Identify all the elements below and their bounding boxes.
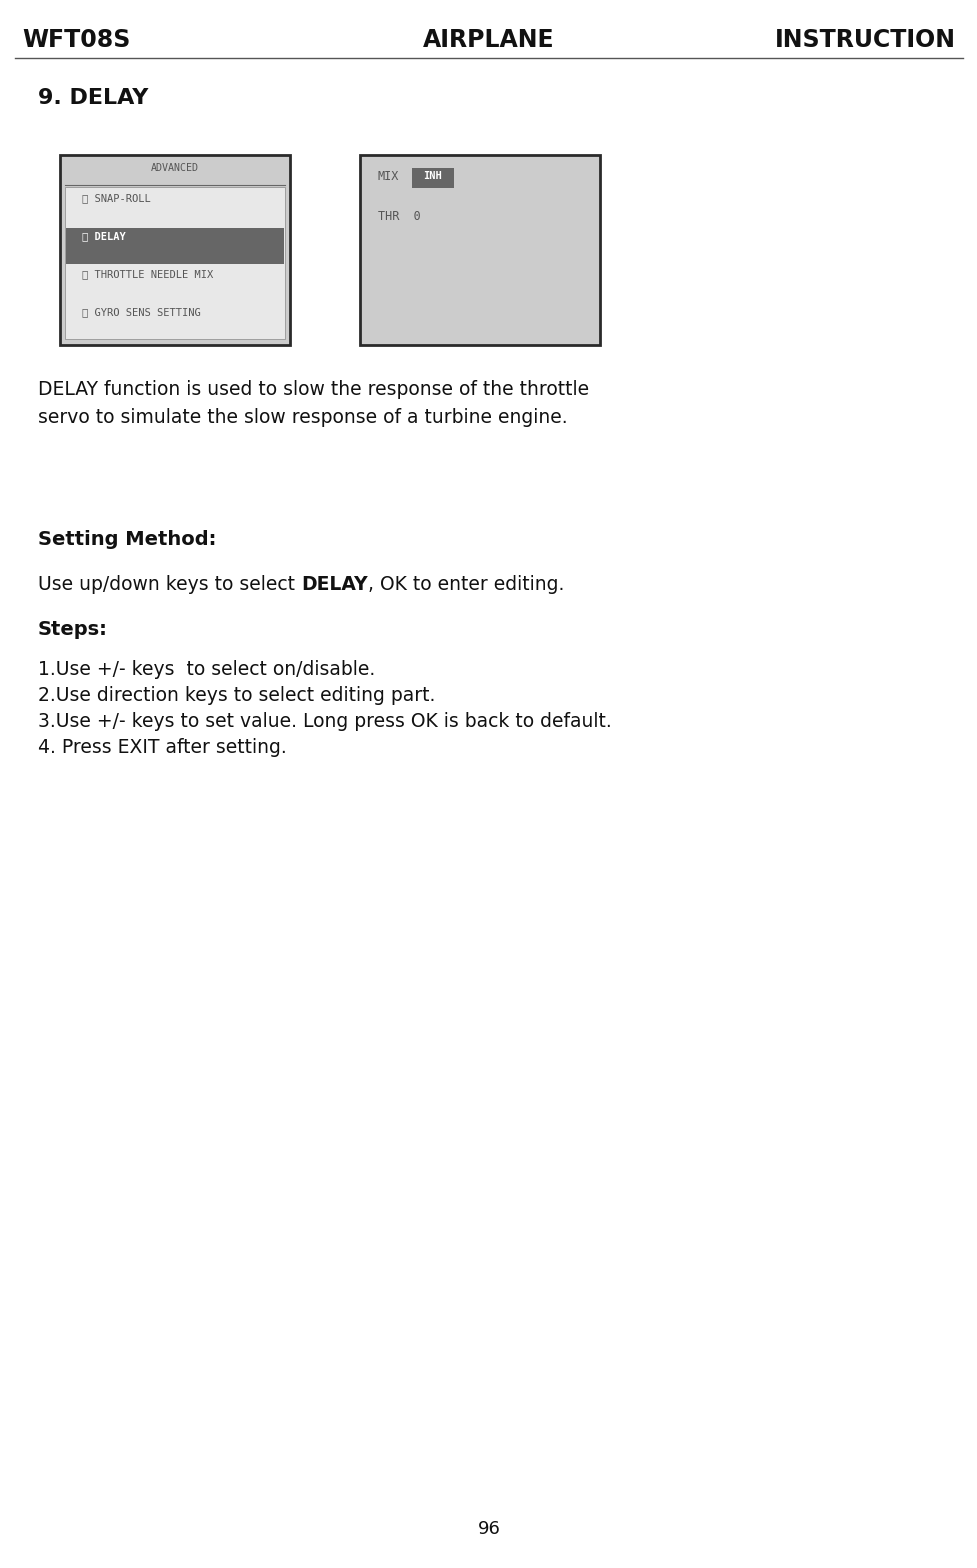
- Text: 3.Use +/- keys to set value. Long press OK is back to default.: 3.Use +/- keys to set value. Long press …: [38, 712, 612, 731]
- Text: DELAY: DELAY: [301, 575, 367, 594]
- Text: INSTRUCTION: INSTRUCTION: [774, 28, 956, 52]
- Text: ④ GYRO SENS SETTING: ④ GYRO SENS SETTING: [82, 307, 200, 317]
- Text: servo to simulate the slow response of a turbine engine.: servo to simulate the slow response of a…: [38, 408, 567, 426]
- Text: DELAY function is used to slow the response of the throttle: DELAY function is used to slow the respo…: [38, 379, 588, 398]
- Text: Setting Method:: Setting Method:: [38, 530, 216, 549]
- Text: AIRPLANE: AIRPLANE: [423, 28, 554, 52]
- Text: Steps:: Steps:: [38, 619, 107, 640]
- Text: Use up/down keys to select: Use up/down keys to select: [38, 575, 301, 594]
- Text: 2.Use direction keys to select editing part.: 2.Use direction keys to select editing p…: [38, 687, 435, 706]
- Text: ② DELAY: ② DELAY: [82, 230, 126, 241]
- Text: THR  0: THR 0: [378, 210, 420, 223]
- Text: 96: 96: [477, 1519, 500, 1538]
- Text: 4. Press EXIT after setting.: 4. Press EXIT after setting.: [38, 739, 286, 757]
- Text: ③ THROTTLE NEEDLE MIX: ③ THROTTLE NEEDLE MIX: [82, 270, 213, 279]
- Bar: [411, 168, 453, 188]
- Bar: [64, 187, 284, 339]
- Bar: [60, 155, 290, 345]
- Text: ADVANCED: ADVANCED: [150, 163, 198, 172]
- Text: WFT08S: WFT08S: [21, 28, 130, 52]
- Text: , OK to enter editing.: , OK to enter editing.: [367, 575, 564, 594]
- Text: INH: INH: [423, 171, 442, 180]
- Text: 9. DELAY: 9. DELAY: [38, 88, 149, 108]
- Text: MIX: MIX: [378, 169, 399, 183]
- Bar: [360, 155, 599, 345]
- Text: ① SNAP-ROLL: ① SNAP-ROLL: [82, 193, 150, 202]
- Text: 1.Use +/- keys  to select on/disable.: 1.Use +/- keys to select on/disable.: [38, 660, 375, 679]
- Bar: [65, 227, 283, 263]
